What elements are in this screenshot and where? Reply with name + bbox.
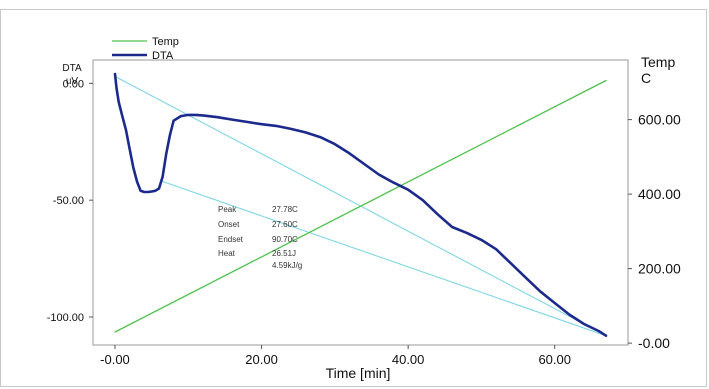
plot-area [92,59,629,346]
annotation-value-endset: 90.70C [272,235,298,244]
left-tick-label: -100.00 [47,312,84,324]
axis-ticks: -0.00 20.00 40.00 60.00 0.00 -50.00 -100.00 600… [47,78,681,367]
annotation-value-onset: 27.60C [272,220,298,229]
x-tick-label: 20.00 [245,352,278,367]
left-tick-label: -50.00 [53,195,84,207]
series-group [113,72,608,338]
series-temp-line [114,79,607,333]
legend: Temp DTA [112,36,179,62]
series-baseline-2-line [162,180,607,337]
annotation-label-endset: Endset [218,235,244,244]
annotation-value-heat: 26.51J [272,249,296,258]
x-tick-label: 60.00 [538,352,571,367]
right-axis-unit: C [641,70,651,86]
x-tick-label: 40.00 [392,352,425,367]
annotation-label-peak: Peak [218,205,237,214]
peak-annotation: Peak 27.78C Onset 27.60C Endset 90.70C H… [218,205,302,270]
left-axis-unit: uV [66,76,79,87]
right-tick-label: 600.00 [638,112,681,128]
right-tick-label: -0.00 [638,335,670,351]
right-tick-label: 200.00 [638,261,681,277]
right-axis-title: Temp [641,54,675,70]
annotation-label-heat: Heat [218,249,236,258]
legend-label-temp: Temp [152,36,179,48]
series-dta-line [113,72,608,338]
annotation-label-onset: Onset [218,220,240,229]
legend-label-dta: DTA [152,50,174,62]
chart-border [0,9,707,387]
annotation-value-peak: 27.78C [272,205,298,214]
annotation-value-specific-heat: 4.59kJ/g [272,261,302,270]
x-axis-title: Time [min] [326,365,391,381]
left-axis-title: DTA [62,63,82,74]
left-tick-label: 0.00 [63,78,84,90]
x-tick-label: -0.00 [100,352,130,367]
right-tick-label: 400.00 [638,186,681,202]
